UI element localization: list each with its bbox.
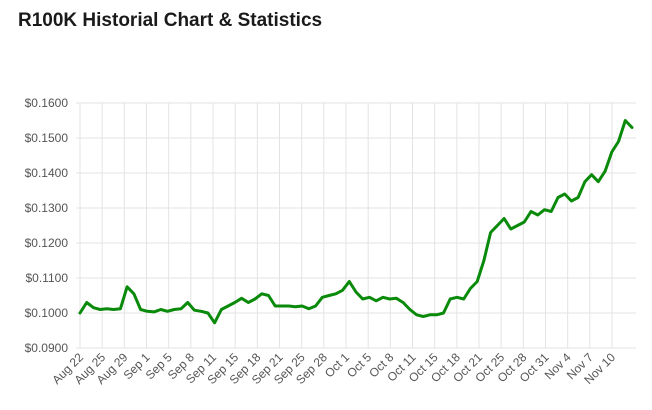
price-series-line: [78, 119, 634, 325]
y-tick-label: $0.1500: [25, 131, 69, 145]
y-tick-label: $0.1100: [26, 271, 69, 285]
y-axis-ticks: $0.1600 $0.1500 $0.1400 $0.1300 $0.1200 $0.11…: [25, 96, 69, 355]
y-tick-label: $0.1200: [25, 236, 69, 250]
x-tick-label: Oct 1: [322, 350, 352, 380]
chart-grid: [76, 102, 636, 349]
x-tick-label: Oct 5: [344, 350, 374, 380]
y-tick-label: $0.1000: [25, 306, 69, 320]
y-tick-label: $0.1300: [25, 201, 69, 215]
y-tick-label: $0.1600: [25, 96, 69, 110]
y-tick-label: $0.1400: [25, 166, 69, 180]
page-title: R100K Historial Chart & Statistics: [18, 10, 323, 31]
y-tick-label: $0.0900: [25, 341, 69, 355]
